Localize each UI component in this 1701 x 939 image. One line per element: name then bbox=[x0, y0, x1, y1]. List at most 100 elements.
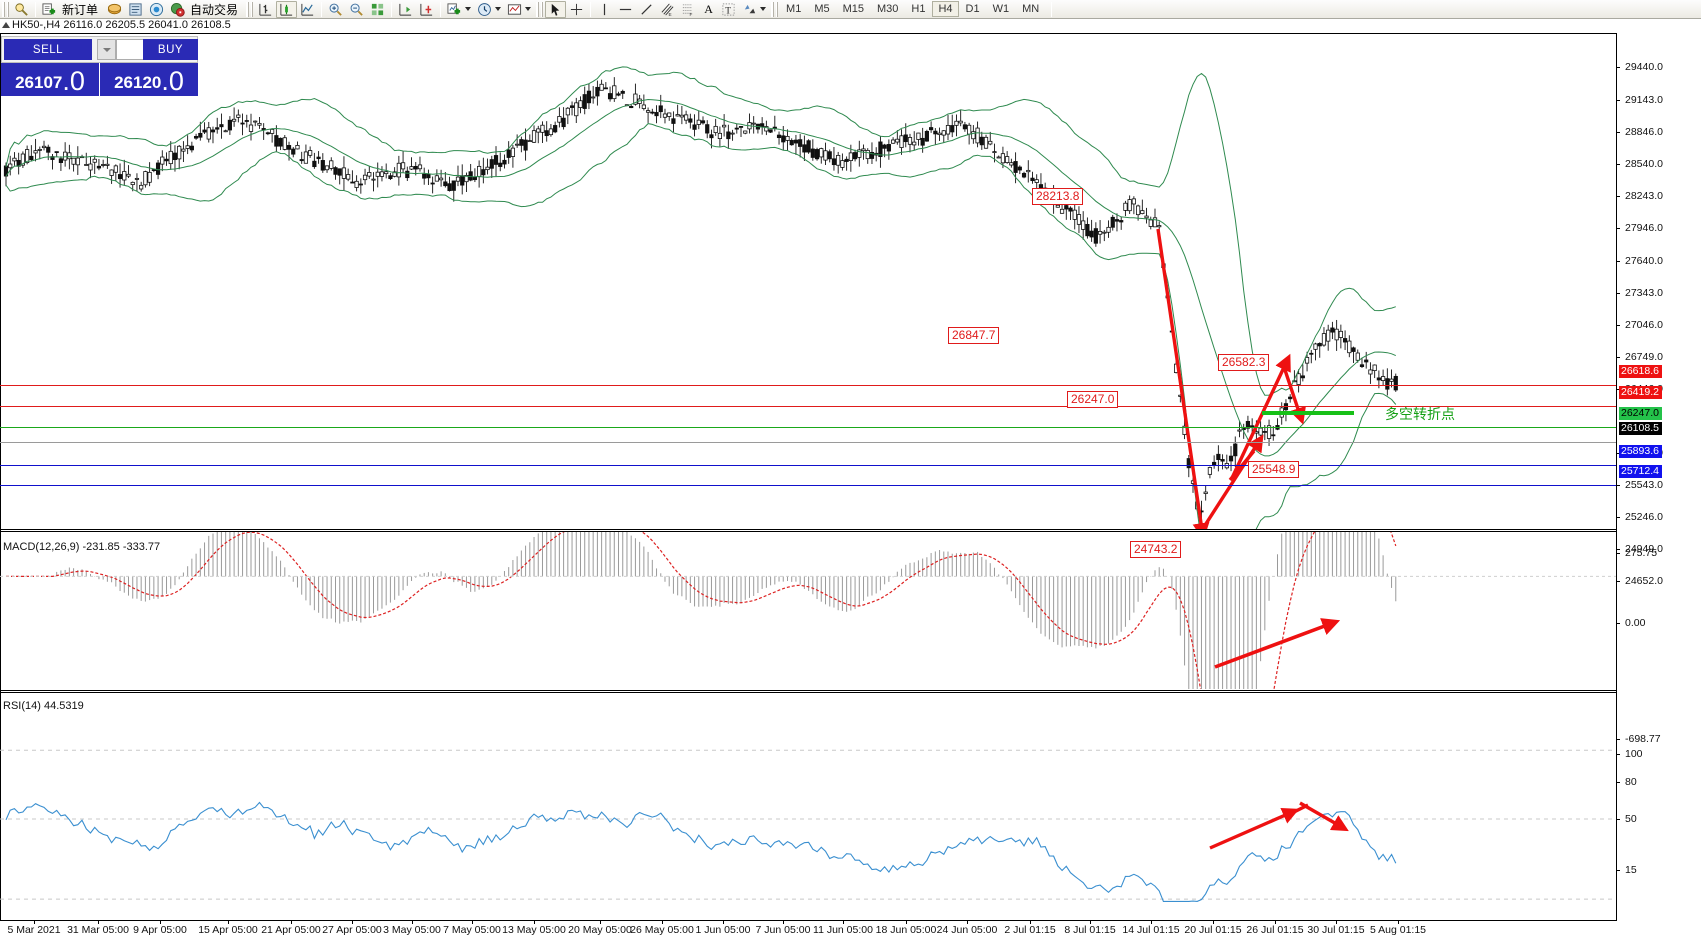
chart-shift-icon[interactable] bbox=[395, 1, 416, 18]
buy-price-integer: 26120 bbox=[114, 73, 162, 92]
sell-price-box[interactable]: 26107 .0 bbox=[1, 63, 99, 96]
templates-icon[interactable] bbox=[504, 1, 534, 18]
one-click-trading-panel[interactable]: SELL 1.00 26107 .0 26120 .0 BUY bbox=[1, 36, 198, 96]
horizontal-line-tool-icon[interactable] bbox=[615, 1, 636, 18]
sell-button[interactable]: SELL bbox=[4, 39, 92, 60]
rsi-pane[interactable] bbox=[0, 693, 1616, 922]
timeframe-h1[interactable]: H1 bbox=[911, 3, 926, 15]
trendline-tool-icon[interactable] bbox=[636, 1, 657, 18]
buy-price-box[interactable]: 26120 .0 bbox=[100, 63, 198, 96]
price-pane[interactable] bbox=[0, 33, 1616, 529]
turning-point-note: 多空转折点 bbox=[1385, 406, 1455, 422]
rsi-arrows[interactable] bbox=[1209, 801, 1349, 850]
zoom-out-icon[interactable] bbox=[346, 1, 367, 18]
macd-arrow[interactable] bbox=[1214, 618, 1341, 669]
autotrade-button[interactable]: 自动交易 bbox=[167, 1, 244, 18]
price-badge-26618.6[interactable]: 26618.6 bbox=[1619, 365, 1662, 378]
time-tick-mark bbox=[98, 921, 99, 924]
scale-label: 15 bbox=[1625, 864, 1637, 876]
level-line-26108.5[interactable] bbox=[0, 442, 1616, 443]
navigator-icon[interactable] bbox=[146, 1, 167, 18]
toolbar-separator-5 bbox=[590, 1, 592, 17]
timeframe-m30[interactable]: M30 bbox=[877, 3, 899, 15]
chevron-down-icon[interactable] bbox=[465, 7, 472, 11]
chevron-down-icon-2[interactable] bbox=[495, 7, 502, 11]
chart-label-26247.0[interactable]: 26247.0 bbox=[1067, 391, 1119, 408]
data-window-icon[interactable] bbox=[125, 1, 146, 18]
bollinger-band-middle bbox=[5, 98, 1396, 457]
chart-top-border bbox=[0, 33, 1617, 34]
candlestick-chart-icon[interactable] bbox=[276, 0, 298, 18]
price-badge-25893.6[interactable]: 25893.6 bbox=[1619, 445, 1662, 458]
cursor-tool-icon[interactable] bbox=[545, 0, 567, 18]
price-tick-label: 29440.0 bbox=[1625, 61, 1663, 73]
chevron-down-icon-3[interactable] bbox=[525, 7, 532, 11]
level-line-26247.0[interactable] bbox=[0, 427, 1616, 428]
time-axis[interactable]: 5 Mar 2021 31 Mar 05:00 9 Apr 05:00 15 Apr … bbox=[0, 920, 1617, 939]
scale-tick-mark bbox=[1617, 819, 1620, 820]
level-line-25893.6[interactable] bbox=[0, 465, 1616, 466]
chart-window[interactable]: HK50-,H4 26116.0 26205.5 26041.0 26108.5… bbox=[0, 19, 1701, 939]
toolbar-grip-4[interactable] bbox=[771, 1, 779, 17]
timeframe-m1[interactable]: M1 bbox=[786, 3, 802, 15]
toolbar-grip-2[interactable] bbox=[246, 1, 254, 17]
price-tick-mark bbox=[1617, 196, 1620, 197]
tile-windows-icon[interactable] bbox=[367, 1, 388, 18]
chart-label-26847.7[interactable]: 26847.7 bbox=[948, 327, 1000, 344]
period-clock-icon[interactable] bbox=[474, 1, 504, 18]
timeframe-h4[interactable]: H4 bbox=[932, 1, 959, 17]
price-tick-mark bbox=[1617, 453, 1620, 454]
zoom-in-icon[interactable] bbox=[325, 1, 346, 18]
shapes-tool-icon[interactable] bbox=[739, 1, 769, 18]
price-tick-mark bbox=[1617, 100, 1620, 101]
level-line-26618.6[interactable] bbox=[0, 385, 1616, 386]
auto-scroll-icon[interactable] bbox=[416, 1, 437, 18]
cursor-magnifier-icon[interactable] bbox=[11, 1, 32, 18]
time-tick-mark bbox=[228, 921, 229, 924]
add-indicator-button[interactable] bbox=[444, 1, 474, 18]
timeframe-m15[interactable]: M15 bbox=[842, 3, 864, 15]
chevron-down-icon-4[interactable] bbox=[760, 7, 767, 11]
price-axis[interactable]: 29440.0 29143.0 28846.0 28540.0 28243.0 27946… bbox=[1617, 19, 1701, 939]
chart-label-24743.2[interactable]: 24743.2 bbox=[1130, 541, 1182, 558]
toolbar-grip-3[interactable] bbox=[536, 1, 544, 17]
price-tick-mark bbox=[1617, 485, 1620, 486]
toolbar-grip[interactable] bbox=[2, 1, 9, 17]
chart-label-26582.3[interactable]: 26582.3 bbox=[1218, 354, 1270, 371]
scale-label: 0.00 bbox=[1625, 617, 1646, 629]
buy-button[interactable]: BUY bbox=[143, 39, 198, 60]
price-tick-label: 24949.0 bbox=[1625, 543, 1663, 555]
timeframe-d1[interactable]: D1 bbox=[965, 3, 980, 15]
line-chart-icon[interactable] bbox=[297, 1, 318, 18]
equidistant-channel-tool-icon[interactable]: E bbox=[657, 1, 678, 18]
price-badge-26247.0[interactable]: 26247.0 bbox=[1619, 407, 1662, 420]
fibonacci-tool-icon[interactable]: F bbox=[678, 1, 699, 18]
trend-arrows[interactable] bbox=[1156, 228, 1306, 529]
chart-label-28213.8[interactable]: 28213.8 bbox=[1032, 188, 1084, 205]
level-line-25712.4[interactable] bbox=[0, 485, 1616, 486]
macd-pane[interactable] bbox=[0, 532, 1616, 689]
new-order-button[interactable]: 新订单 bbox=[39, 1, 104, 18]
turning-point-line[interactable] bbox=[1262, 411, 1354, 415]
text-tool-icon[interactable]: A bbox=[699, 1, 718, 18]
time-tick-mark bbox=[723, 921, 724, 924]
price-badge-26419.2[interactable]: 26419.2 bbox=[1619, 386, 1662, 399]
crosshair-tool-icon[interactable] bbox=[566, 1, 587, 18]
time-tick-label: 31 Mar 05:00 bbox=[67, 924, 129, 936]
macd-signal-line bbox=[6, 532, 1397, 689]
scale-tick-mark bbox=[1617, 623, 1620, 624]
level-line-26419.2[interactable] bbox=[0, 406, 1616, 407]
timeframe-m5[interactable]: M5 bbox=[814, 3, 830, 15]
volume-decrease-button[interactable] bbox=[97, 39, 116, 60]
timeframe-mn[interactable]: MN bbox=[1022, 3, 1040, 15]
history-icon[interactable] bbox=[104, 1, 125, 18]
chart-expand-icon[interactable] bbox=[2, 22, 10, 28]
chart-label-25548.9[interactable]: 25548.9 bbox=[1248, 461, 1300, 478]
price-badge-25712.4[interactable]: 25712.4 bbox=[1619, 465, 1662, 478]
text-label-tool-icon[interactable]: T bbox=[718, 1, 739, 18]
price-badge-26108.5[interactable]: 26108.5 bbox=[1619, 422, 1662, 435]
bar-chart-icon[interactable] bbox=[255, 1, 276, 18]
vertical-line-tool-icon[interactable] bbox=[594, 1, 615, 18]
toolbar-separator bbox=[35, 1, 36, 17]
timeframe-w1[interactable]: W1 bbox=[992, 3, 1010, 15]
